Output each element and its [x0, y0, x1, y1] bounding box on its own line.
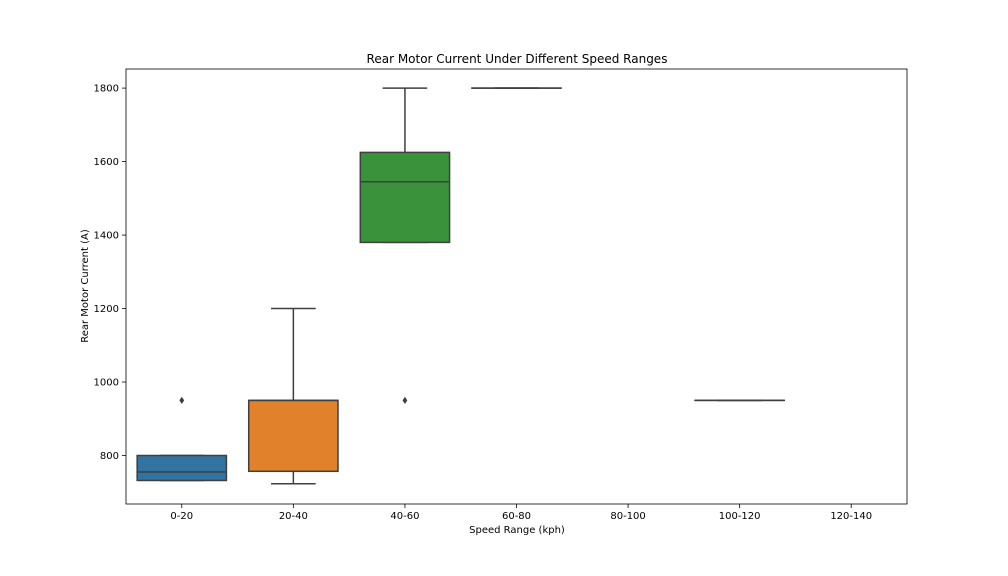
y-tick-label: 1400 [94, 231, 119, 242]
box-20-40 [247, 399, 339, 473]
y-tick-label: 1800 [94, 84, 119, 95]
box-outlier [402, 396, 408, 404]
y-axis-label: Rear Motor Current (A) [80, 229, 91, 343]
x-tick-label: 80-100 [610, 511, 645, 522]
plot-area [136, 87, 786, 485]
y-axis: 800 1000 1200 1400 1600 1800 [94, 84, 126, 462]
x-tick-label: 120-140 [830, 511, 872, 522]
x-tick-label: 100-120 [719, 511, 761, 522]
y-tick-label: 800 [100, 451, 119, 462]
x-axis-label: Speed Range (kph) [469, 525, 565, 536]
chart-title: Rear Motor Current Under Different Speed… [367, 52, 668, 66]
x-tick-label: 20-40 [279, 511, 308, 522]
box-40-60 [359, 151, 451, 244]
box-outlier [179, 396, 185, 404]
x-tick-label: 60-80 [502, 511, 531, 522]
y-tick-label: 1200 [94, 304, 119, 315]
box-0-20 [136, 454, 228, 482]
x-tick-label: 0-20 [170, 511, 193, 522]
x-axis: 0-20 20-40 40-60 60-80 80-100 100-120 120-140 [170, 504, 872, 522]
plot-frame [125, 68, 908, 505]
y-tick-label: 1000 [94, 378, 119, 389]
x-tick-label: 40-60 [390, 511, 419, 522]
y-tick-label: 1600 [94, 157, 119, 168]
